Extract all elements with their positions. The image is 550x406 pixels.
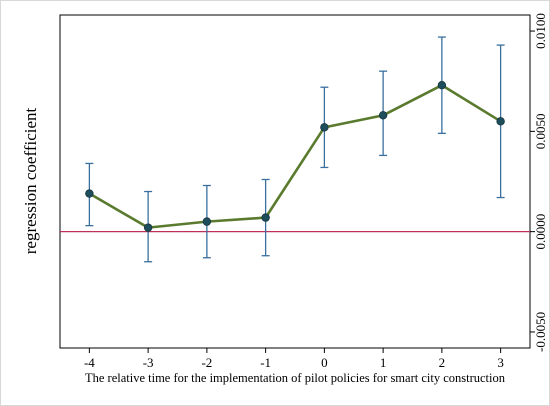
x-tick-label: 1 <box>380 355 387 370</box>
data-point <box>496 117 505 126</box>
x-tick-label: -1 <box>260 355 271 370</box>
x-tick-label: 0 <box>321 355 328 370</box>
points-layer <box>85 81 505 232</box>
x-tick-label: 3 <box>497 355 504 370</box>
y-tick-label: 0.0000 <box>533 214 548 250</box>
y-tick-label: 0.0100 <box>533 13 548 49</box>
x-axis-label: The relative time for the implementation… <box>85 371 506 385</box>
data-point <box>378 111 388 120</box>
y-axis-ticks: -0.0050 0.0000 0.0050 0.0100 <box>530 13 548 352</box>
x-tick-label: -3 <box>143 355 154 370</box>
data-point <box>202 217 212 226</box>
y-tick-label: 0.0050 <box>533 113 548 149</box>
x-axis-ticks: -4 -3 -2 -1 0 1 2 3 <box>84 348 504 370</box>
y-tick-label: -0.0050 <box>533 312 548 352</box>
plot-area <box>59 14 531 349</box>
data-point <box>320 123 329 132</box>
x-tick-label: -4 <box>84 355 95 370</box>
data-point <box>261 213 270 222</box>
x-tick-label: 2 <box>439 355 446 370</box>
series-line-layer <box>88 83 502 229</box>
x-tick-label: -2 <box>201 355 212 370</box>
data-point <box>437 81 447 90</box>
data-point <box>85 189 94 198</box>
error-bars-layer <box>85 36 505 263</box>
y-axis-label: regression coefficient <box>21 107 40 254</box>
data-point <box>143 223 153 232</box>
series-line <box>88 83 502 229</box>
